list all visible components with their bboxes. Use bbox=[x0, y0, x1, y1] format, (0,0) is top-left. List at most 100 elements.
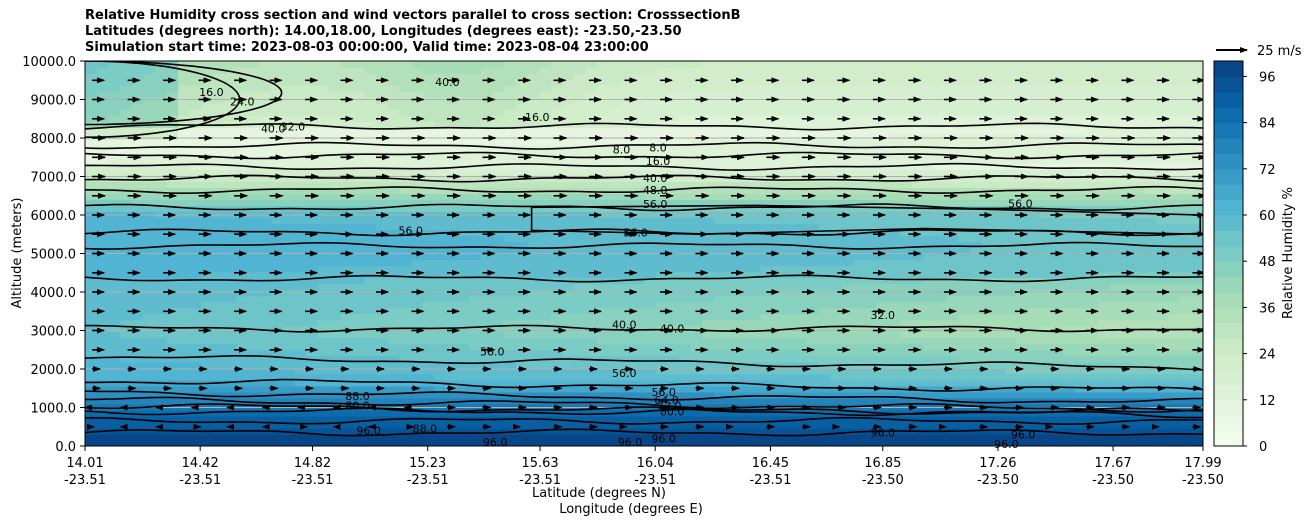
humidity-fill-cell bbox=[958, 331, 971, 339]
humidity-fill-cell bbox=[678, 391, 692, 399]
humidity-fill-cell bbox=[271, 283, 284, 291]
humidity-fill-cell bbox=[795, 205, 808, 212]
humidity-fill-cell bbox=[713, 109, 727, 116]
humidity-fill-cell bbox=[329, 343, 342, 351]
humidity-fill-cell bbox=[492, 85, 505, 92]
humidity-fill-cell bbox=[271, 187, 284, 194]
humidity-fill-cell bbox=[725, 181, 738, 188]
humidity-fill-cell bbox=[527, 289, 540, 297]
humidity-fill-cell bbox=[585, 313, 599, 321]
humidity-fill-cell bbox=[119, 235, 133, 243]
humidity-fill-cell bbox=[504, 421, 517, 429]
humidity-fill-cell bbox=[480, 355, 494, 363]
humidity-fill-cell bbox=[457, 265, 470, 273]
humidity-fill-cell bbox=[527, 385, 540, 393]
humidity-fill-cell bbox=[446, 427, 459, 435]
humidity-fill-cell bbox=[492, 151, 505, 158]
humidity-fill-cell bbox=[737, 169, 750, 176]
humidity-fill-cell bbox=[841, 205, 855, 212]
humidity-fill-cell bbox=[282, 91, 296, 98]
humidity-fill-cell bbox=[946, 433, 960, 441]
humidity-fill-cell bbox=[876, 97, 890, 104]
humidity-fill-cell bbox=[329, 163, 342, 170]
humidity-fill-cell bbox=[574, 349, 587, 357]
humidity-fill-cell bbox=[143, 295, 156, 303]
humidity-fill-cell bbox=[201, 283, 214, 291]
humidity-fill-cell bbox=[841, 85, 855, 92]
humidity-fill-cell bbox=[609, 67, 622, 74]
humidity-fill-cell bbox=[119, 97, 133, 104]
humidity-fill-cell bbox=[364, 409, 377, 417]
humidity-fill-cell bbox=[85, 265, 98, 273]
humidity-fill-cell bbox=[317, 103, 331, 110]
humidity-fill-cell bbox=[876, 379, 890, 387]
humidity-fill-cell bbox=[946, 319, 960, 327]
humidity-fill-cell bbox=[748, 397, 762, 405]
humidity-fill-cell bbox=[795, 379, 808, 387]
humidity-fill-cell bbox=[620, 373, 633, 381]
humidity-fill-cell bbox=[248, 247, 261, 255]
humidity-fill-cell bbox=[422, 319, 435, 327]
humidity-fill-cell bbox=[143, 307, 156, 315]
humidity-fill-cell bbox=[667, 301, 680, 309]
humidity-fill-cell bbox=[178, 217, 191, 225]
humidity-fill-cell bbox=[178, 193, 191, 200]
humidity-fill-cell bbox=[504, 337, 517, 345]
humidity-fill-cell bbox=[644, 313, 657, 321]
humidity-fill-cell bbox=[248, 433, 261, 441]
humidity-fill-cell bbox=[807, 109, 820, 116]
humidity-fill-cell bbox=[201, 85, 214, 92]
humidity-fill-cell bbox=[341, 199, 354, 206]
humidity-fill-cell bbox=[96, 163, 109, 170]
humidity-fill-cell bbox=[213, 439, 226, 446]
humidity-fill-cell bbox=[865, 109, 878, 116]
humidity-fill-cell bbox=[119, 271, 133, 279]
humidity-fill-cell bbox=[574, 235, 587, 243]
humidity-fill-cell bbox=[189, 439, 203, 446]
humidity-fill-cell bbox=[434, 289, 447, 297]
humidity-fill-cell bbox=[271, 157, 284, 164]
humidity-fill-cell bbox=[935, 271, 948, 279]
humidity-fill-cell bbox=[585, 235, 599, 243]
humidity-fill-cell bbox=[539, 127, 552, 134]
humidity-fill-cell bbox=[527, 247, 540, 255]
humidity-fill-cell bbox=[923, 85, 936, 92]
humidity-fill-cell bbox=[189, 385, 203, 393]
humidity-fill-cell bbox=[317, 343, 331, 351]
humidity-fill-cell bbox=[143, 301, 156, 309]
humidity-fill-cell bbox=[131, 181, 144, 188]
humidity-fill-cell bbox=[294, 307, 307, 315]
humidity-fill-cell bbox=[644, 253, 657, 261]
humidity-fill-cell bbox=[830, 157, 843, 164]
humidity-fill-cell bbox=[399, 427, 412, 435]
humidity-fill-cell bbox=[131, 295, 144, 303]
humidity-fill-cell bbox=[294, 439, 307, 446]
humidity-fill-cell bbox=[539, 163, 552, 170]
humidity-fill-cell bbox=[853, 247, 866, 255]
humidity-fill-cell bbox=[911, 265, 925, 273]
humidity-fill-cell bbox=[457, 217, 470, 225]
humidity-fill-cell bbox=[702, 361, 715, 369]
humidity-fill-cell bbox=[807, 439, 820, 446]
humidity-fill-cell bbox=[143, 181, 156, 188]
humidity-fill-cell bbox=[900, 355, 913, 363]
humidity-fill-cell bbox=[469, 253, 482, 261]
humidity-fill-cell bbox=[574, 289, 587, 297]
humidity-fill-cell bbox=[236, 61, 249, 68]
humidity-fill-cell bbox=[702, 133, 715, 140]
humidity-fill-cell bbox=[562, 367, 575, 375]
humidity-fill-cell bbox=[457, 79, 470, 86]
humidity-fill-cell bbox=[178, 229, 191, 237]
humidity-fill-cell bbox=[504, 181, 517, 188]
humidity-fill-cell bbox=[376, 241, 389, 249]
humidity-fill-cell bbox=[248, 415, 261, 423]
humidity-fill-cell bbox=[282, 385, 296, 393]
humidity-fill-cell bbox=[387, 139, 401, 146]
humidity-fill-cell bbox=[574, 139, 587, 146]
humidity-fill-cell bbox=[678, 145, 692, 152]
humidity-fill-cell bbox=[620, 139, 633, 146]
humidity-fill-cell bbox=[562, 127, 575, 134]
humidity-fill-cell bbox=[550, 313, 564, 321]
humidity-fill-cell bbox=[655, 73, 668, 80]
humidity-fill-cell bbox=[224, 217, 237, 225]
